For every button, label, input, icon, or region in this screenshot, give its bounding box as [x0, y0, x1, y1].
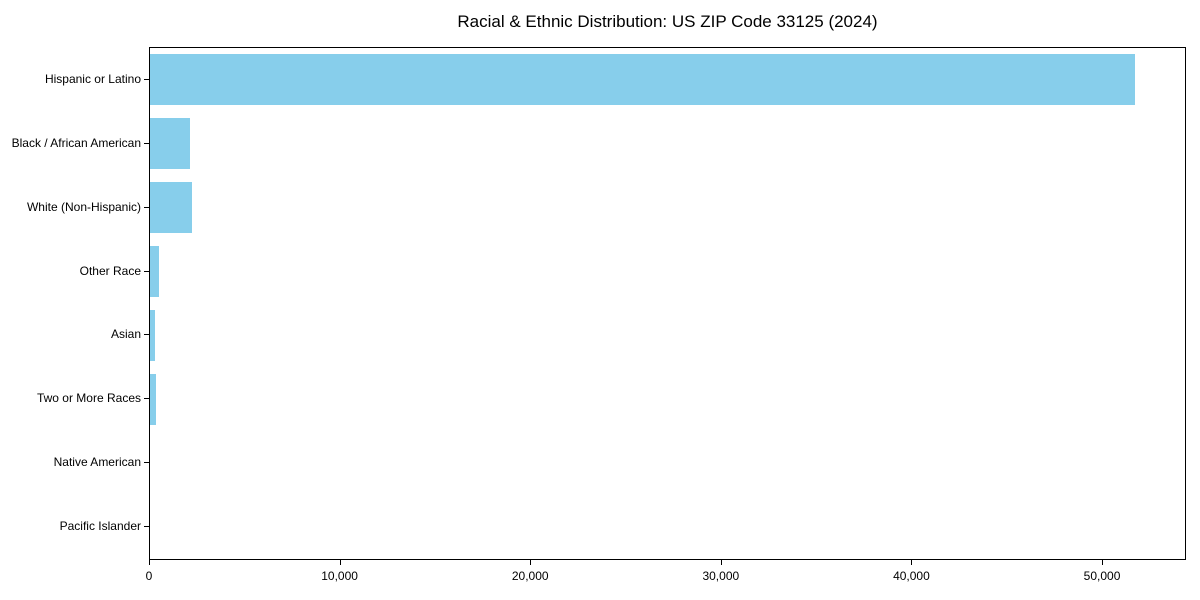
bar-two-or-more-races	[150, 373, 156, 425]
y-tick-mark	[144, 462, 149, 464]
y-tick-mark	[144, 334, 149, 336]
x-tick-label: 50,000	[1083, 569, 1121, 583]
plot-area	[149, 47, 1186, 560]
y-tick-label: White (Non-Hispanic)	[26, 199, 141, 214]
y-tick-mark	[144, 142, 149, 144]
y-tick-label: Two or More Races	[36, 391, 141, 406]
y-tick-mark	[144, 526, 149, 528]
x-tick-mark	[911, 560, 913, 565]
y-tick-label: Native American	[53, 455, 141, 470]
chart-title: Racial & Ethnic Distribution: US ZIP Cod…	[457, 12, 878, 31]
x-tick-mark	[720, 560, 722, 565]
bar-black-african-american	[150, 118, 191, 170]
y-tick-mark	[144, 78, 149, 80]
y-tick-label: Pacific Islander	[59, 519, 141, 534]
x-tick-label: 10,000	[321, 569, 358, 583]
y-tick-mark	[144, 206, 149, 208]
y-tick-label: Asian	[110, 327, 141, 342]
x-tick-mark	[1102, 560, 1104, 565]
y-tick-label: Hispanic or Latino	[44, 71, 141, 86]
bar-asian	[150, 309, 155, 361]
y-tick-label: Black / African American	[11, 135, 141, 150]
x-tick-label: 40,000	[893, 569, 930, 583]
x-tick-label: 30,000	[702, 569, 740, 583]
bar-white-non-hispanic	[150, 182, 192, 234]
y-tick-label: Other Race	[79, 263, 141, 278]
y-tick-mark	[144, 398, 149, 400]
bar-other-race	[150, 246, 159, 298]
x-tick-mark	[530, 560, 532, 565]
x-tick-mark	[149, 560, 150, 565]
x-tick-label: 20,000	[511, 569, 549, 583]
bar-hispanic-or-latino	[150, 54, 1136, 106]
x-tick-label: 0	[145, 569, 153, 583]
y-tick-mark	[144, 270, 149, 272]
x-tick-mark	[339, 560, 341, 565]
